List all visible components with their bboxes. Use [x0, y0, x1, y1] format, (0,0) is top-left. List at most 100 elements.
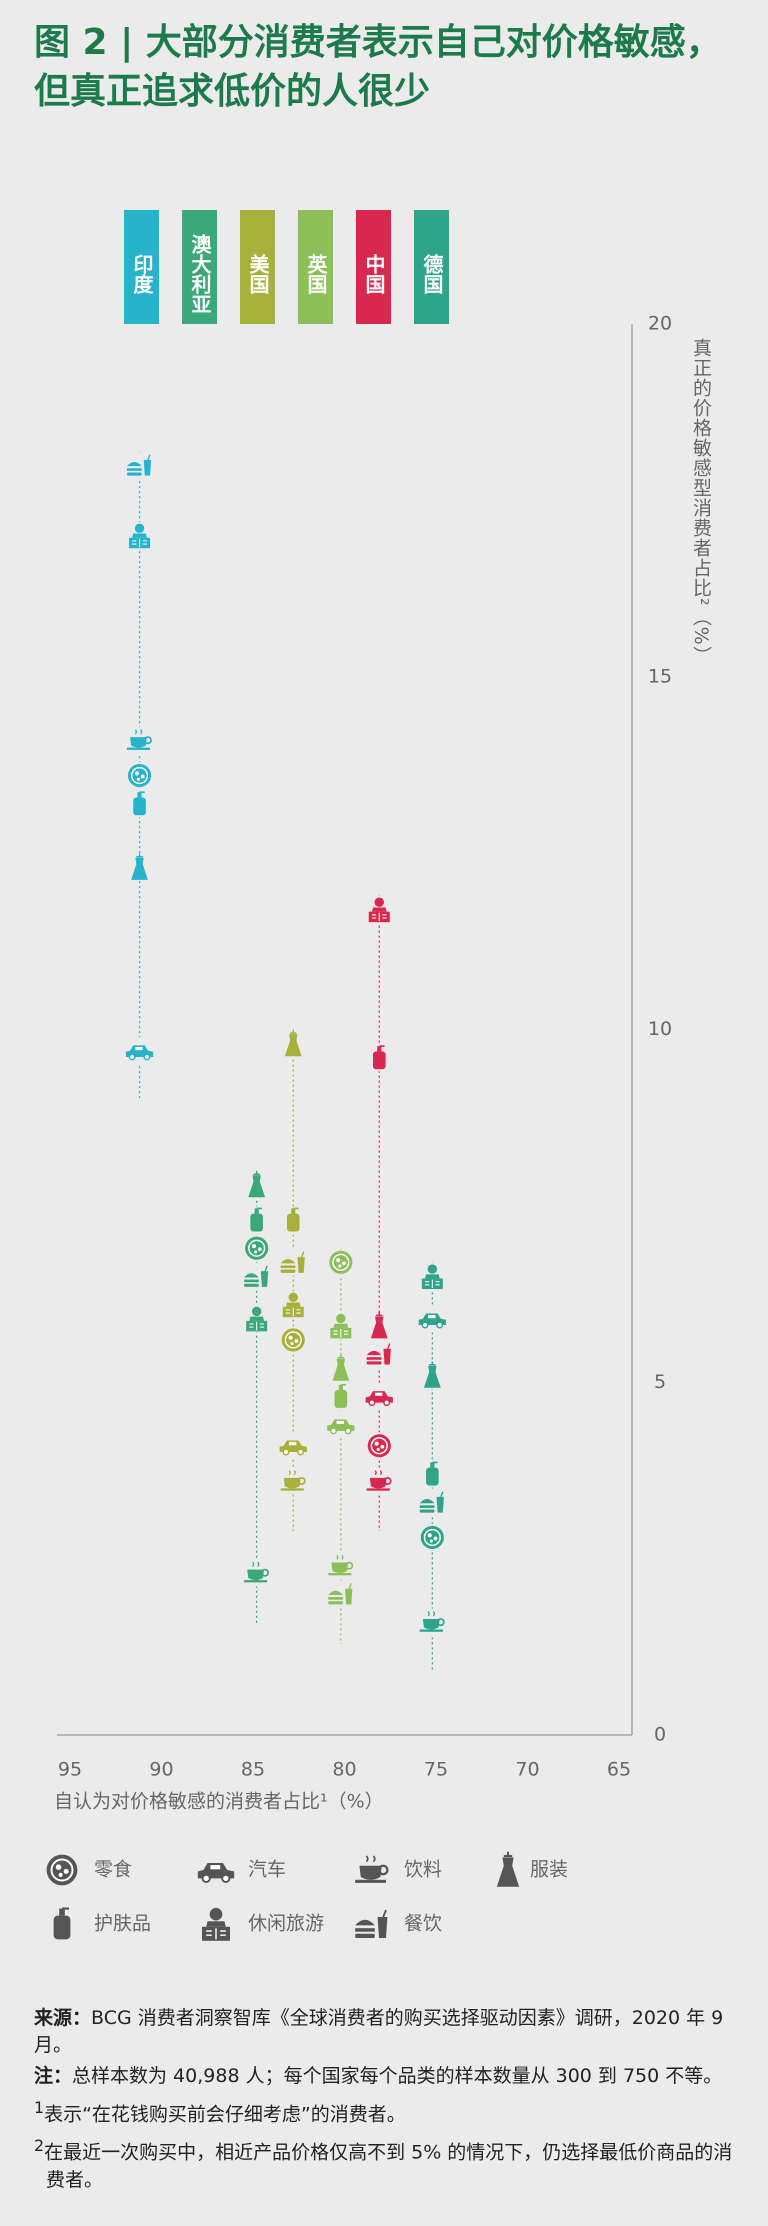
icon-part [332, 1253, 350, 1271]
data-point [279, 1206, 307, 1234]
icon-part [297, 1448, 305, 1456]
footnote-mark: 2 [34, 2136, 45, 2156]
icon-part [244, 1273, 259, 1278]
icon-part [433, 1536, 438, 1541]
country-tag: 美国 [240, 210, 275, 324]
icon-part [366, 1361, 382, 1365]
country-tag: 英国 [298, 210, 333, 324]
data-point [279, 1290, 307, 1319]
icon-part [419, 1499, 435, 1504]
icon-part [136, 853, 143, 858]
icon-part [377, 1046, 382, 1052]
icon-part [419, 1629, 443, 1632]
data-point [327, 1354, 355, 1382]
footnote-mark: 1 [34, 2098, 45, 2117]
icon-part [334, 1390, 348, 1408]
icon-part [338, 1264, 342, 1268]
icon-part [134, 729, 143, 735]
icon-part [374, 897, 384, 907]
icon-part [336, 1554, 344, 1560]
icon-part [264, 1265, 268, 1272]
icon-part [426, 1467, 439, 1486]
icon-part [328, 1590, 343, 1595]
footnote: 2在最近一次购买中，相近产品价格仅高不到 5% 的情况下，仍选择最低价商品的消费… [34, 2132, 739, 2193]
icon-part [55, 1864, 62, 1870]
icon-part [376, 1447, 380, 1451]
icon-part [355, 1928, 375, 1932]
icon-part [253, 1171, 260, 1175]
icon-part [370, 1316, 388, 1339]
legend-icon [46, 1854, 78, 1886]
icon-part [206, 1921, 226, 1927]
icon-part [249, 1321, 265, 1331]
icon-part [427, 1611, 436, 1617]
icon-part [374, 1470, 382, 1476]
icon-part [210, 1865, 221, 1870]
icon-part [288, 1470, 296, 1476]
x-tick-label: 95 [58, 1759, 82, 1781]
icon-part [336, 1313, 346, 1324]
icon-part [260, 1271, 269, 1287]
icon-part [244, 1279, 259, 1283]
data-point [418, 1523, 446, 1552]
icon-part [422, 1618, 440, 1630]
icon-part [140, 774, 145, 779]
footnotes: 来源：BCG 消费者洞察智库《全球消费者的购买选择驱动因素》调研，2020 年 … [34, 2005, 739, 2198]
data-point [243, 1262, 271, 1291]
icon-part [359, 1865, 382, 1880]
icon-part [58, 1872, 63, 1877]
note: 注：总样本数为 40,988 人；每个国家每个品类的样本数量从 300 到 75… [34, 2063, 739, 2090]
data-point [125, 1037, 154, 1065]
icon-part [280, 1488, 304, 1491]
icon-part [424, 1279, 440, 1288]
data-point [365, 1432, 393, 1460]
icon-part [419, 1509, 435, 1513]
data-point [125, 790, 154, 818]
icon-part [328, 1597, 343, 1600]
y-tick-label: 5 [654, 1371, 666, 1393]
icon-part [126, 472, 142, 476]
icon-part [251, 1306, 262, 1317]
data-point [279, 1248, 307, 1276]
icon-part [133, 797, 146, 816]
icon-part [430, 1462, 435, 1468]
icon-part [301, 1251, 305, 1258]
icon-part [284, 1331, 302, 1349]
y-tick-label: 15 [648, 665, 672, 687]
legend-icon [355, 1909, 388, 1938]
data-point [125, 853, 154, 881]
data-point [125, 761, 154, 790]
icon-part [380, 1444, 385, 1449]
legend-label: 饮料 [404, 1859, 442, 1881]
x-tick-label: 90 [149, 1759, 173, 1781]
data-point [243, 1206, 271, 1234]
icon-part [370, 1437, 388, 1455]
data-point [279, 1432, 307, 1460]
country-tag: 中国 [356, 210, 391, 324]
icon-part [221, 1873, 231, 1884]
icon-part [143, 1053, 151, 1061]
country-tag: 印度 [124, 210, 159, 324]
icon-part [374, 1441, 379, 1446]
icon-part [288, 1292, 298, 1303]
data-point [279, 1467, 307, 1495]
x-axis-label: 自认为对价格敏感的消费者占比¹（%） [54, 1791, 384, 1813]
icon-part [261, 1568, 270, 1577]
icon-part [382, 1909, 387, 1918]
icon-part [59, 1908, 65, 1916]
icon-part [257, 1247, 262, 1252]
country-tag: 德国 [414, 210, 449, 324]
icon-part [377, 1917, 388, 1938]
data-point [243, 1234, 271, 1262]
icon-part [423, 1528, 441, 1547]
data-point [125, 522, 154, 550]
icon-part [280, 1265, 296, 1269]
icon-part [333, 1323, 349, 1328]
footnote: 1表示“在花钱购买前会仔细考虑”的消费者。 [34, 2094, 739, 2128]
icon-part [131, 857, 148, 880]
icon-part [424, 1274, 440, 1279]
note-label: 注： [34, 2065, 73, 2087]
icon-part [328, 1601, 343, 1605]
icon-part [376, 1312, 383, 1317]
